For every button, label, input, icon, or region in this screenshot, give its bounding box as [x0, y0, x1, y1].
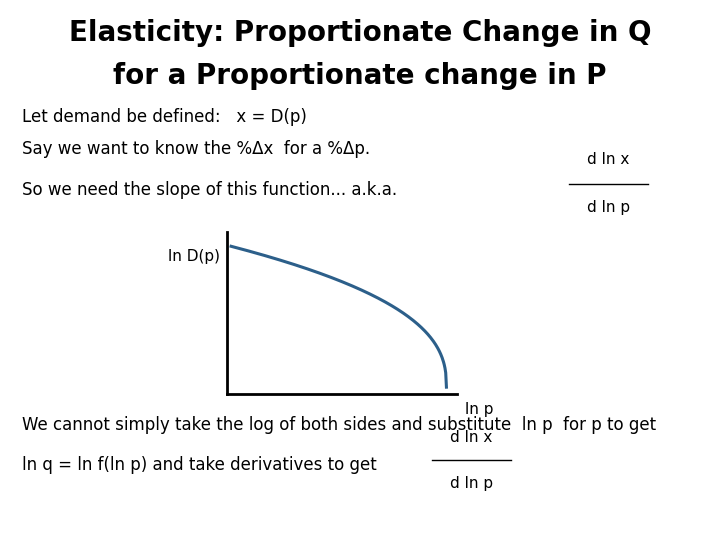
- Text: We cannot simply take the log of both sides and substitute  ln p  for p to get: We cannot simply take the log of both si…: [22, 416, 656, 434]
- Text: Let demand be defined:   x = D(p): Let demand be defined: x = D(p): [22, 108, 307, 126]
- Text: So we need the slope of this function... a.k.a.: So we need the slope of this function...…: [22, 181, 397, 199]
- Text: Say we want to know the %Δx  for a %Δp.: Say we want to know the %Δx for a %Δp.: [22, 140, 370, 158]
- Text: Elasticity: Proportionate Change in Q: Elasticity: Proportionate Change in Q: [68, 19, 652, 47]
- Text: for a Proportionate change in P: for a Proportionate change in P: [113, 62, 607, 90]
- Text: ln p: ln p: [464, 402, 493, 417]
- Text: d ln x: d ln x: [588, 152, 629, 167]
- Text: ln D(p): ln D(p): [168, 249, 220, 264]
- Text: ln q = ln f(ln p) and take derivatives to get: ln q = ln f(ln p) and take derivatives t…: [22, 456, 377, 474]
- Text: d ln p: d ln p: [450, 476, 493, 491]
- Text: d ln x: d ln x: [451, 430, 492, 445]
- Text: d ln p: d ln p: [587, 200, 630, 215]
